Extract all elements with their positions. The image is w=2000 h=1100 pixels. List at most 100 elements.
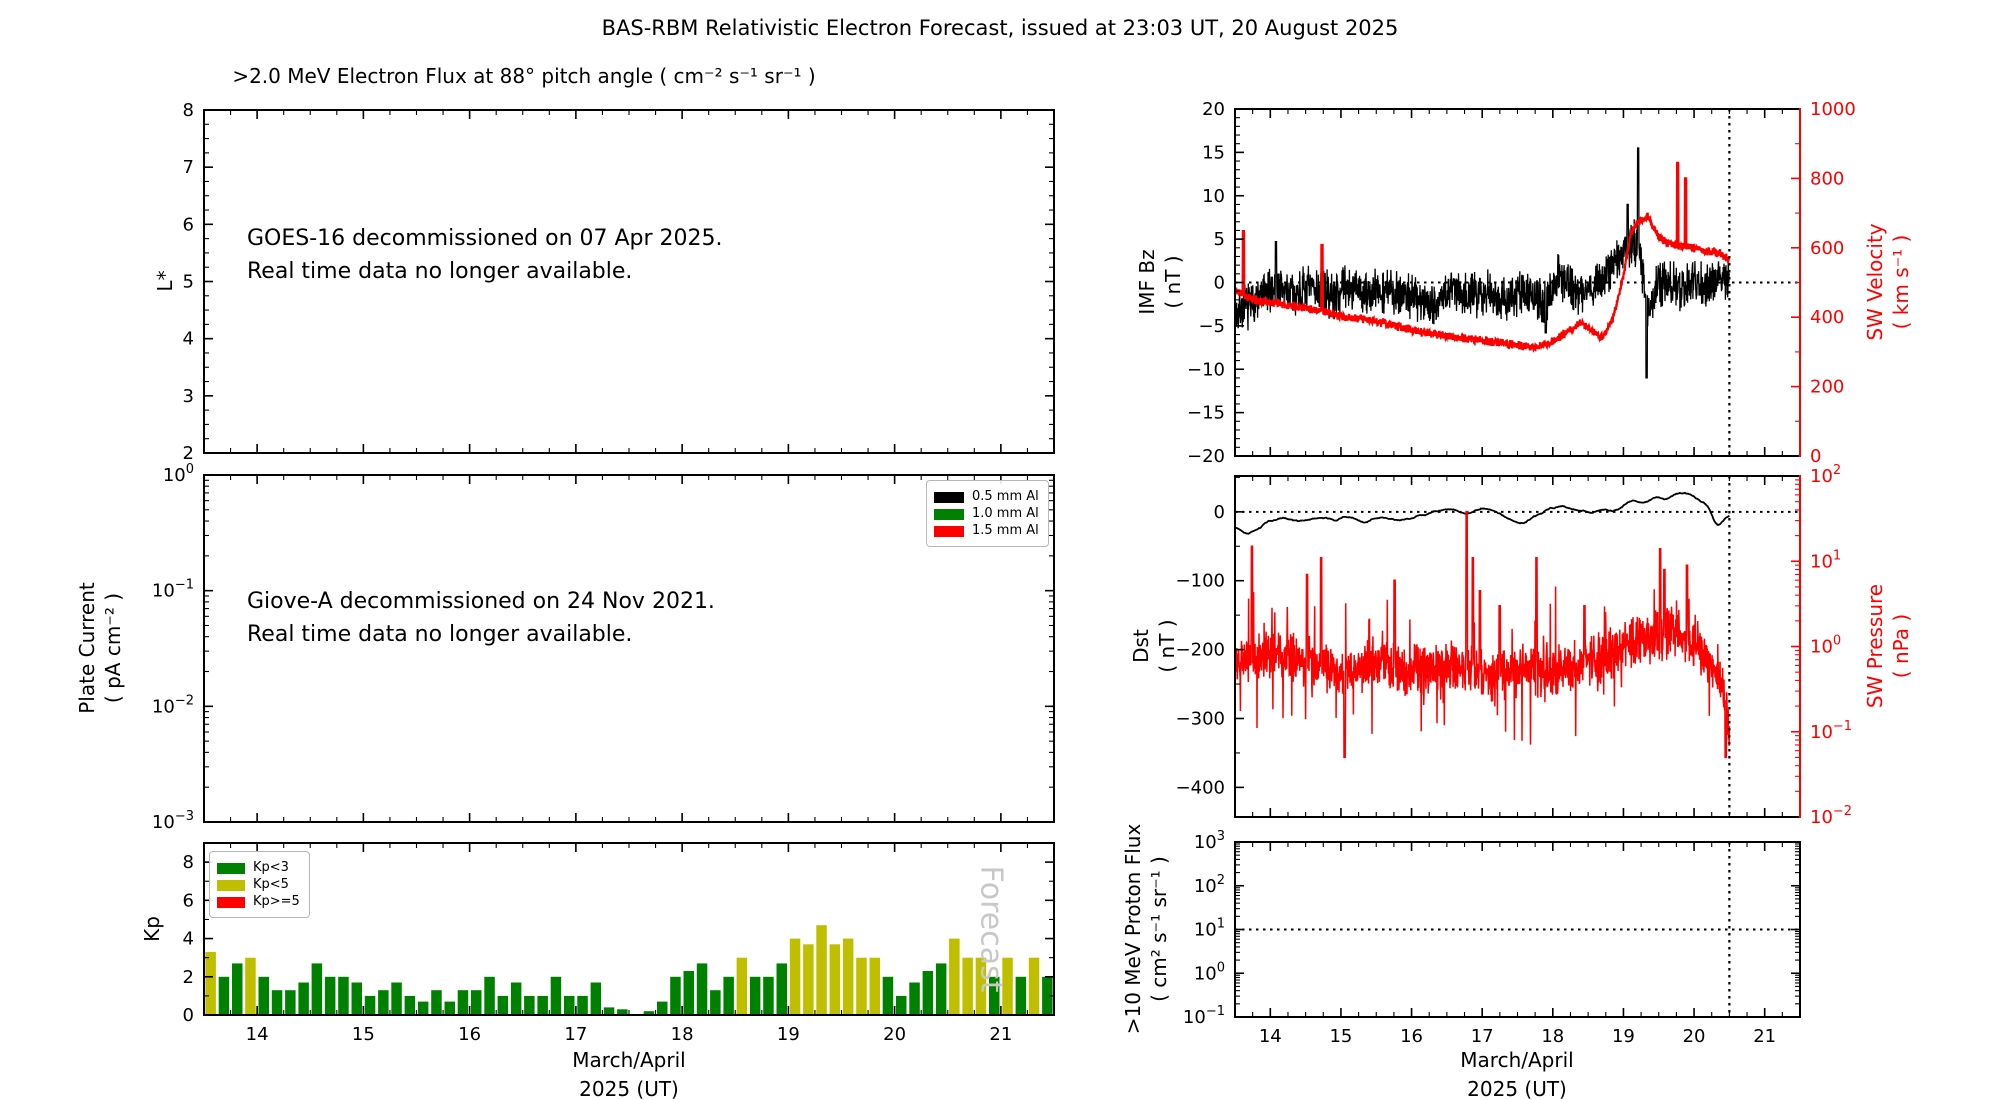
kp-legend: Kp<3 Kp<5 Kp>=5 — [209, 851, 310, 918]
legend-label: Kp<5 — [253, 877, 289, 892]
svg-text:19: 19 — [1612, 1026, 1635, 1047]
svg-text:800: 800 — [1810, 168, 1844, 189]
kp-bar — [696, 963, 708, 1015]
kp-bar — [364, 995, 376, 1015]
svg-text:−200: −200 — [1176, 640, 1225, 661]
svg-text:3: 3 — [183, 386, 194, 407]
kp-bar — [378, 990, 389, 1015]
svg-text:0: 0 — [1214, 502, 1225, 523]
panel-kp-plot-area — [205, 925, 1053, 1015]
svg-text:10−3: 10−3 — [152, 809, 194, 833]
svg-text:10−1: 10−1 — [1810, 719, 1852, 743]
legend-swatch-yellow — [217, 879, 245, 891]
svg-text:16: 16 — [458, 1024, 481, 1045]
legend-label: Kp>=5 — [253, 894, 300, 909]
svg-text:20: 20 — [1683, 1026, 1706, 1047]
svg-text:100: 100 — [1194, 960, 1225, 984]
svg-text:1000: 1000 — [1810, 99, 1856, 120]
legend-item: 0.5 mm Al — [934, 490, 1039, 504]
kp-bar — [789, 938, 801, 1015]
kp-bar — [657, 1001, 668, 1015]
svg-text:7: 7 — [183, 157, 194, 178]
kp-bar — [577, 995, 588, 1015]
legend-label: 1.0 mm Al — [972, 506, 1039, 521]
kp-bar — [457, 990, 469, 1015]
svg-text:103: 103 — [1194, 829, 1225, 853]
kp-bar — [803, 944, 814, 1015]
kp-bar — [603, 1007, 615, 1015]
kp-bar — [749, 976, 761, 1015]
figure-title: BAS-RBM Relativistic Electron Forecast, … — [601, 16, 1399, 40]
svg-text:2: 2 — [183, 967, 194, 988]
kp-bar — [736, 957, 748, 1015]
kp-bar — [856, 957, 867, 1015]
kp-bar — [1042, 976, 1053, 1015]
legend-label: Kp<3 — [253, 860, 289, 875]
kp-bar — [922, 971, 934, 1015]
svg-text:101: 101 — [1810, 548, 1841, 572]
kp-bar — [776, 963, 787, 1015]
svg-text:600: 600 — [1810, 238, 1844, 259]
kp-bar — [351, 982, 362, 1015]
kp-bar — [298, 982, 309, 1015]
legend-swatch-green — [934, 508, 964, 520]
kp-bar — [245, 957, 256, 1015]
sw-velocity-axis-label: SW Velocity ( km s⁻¹ ) — [1863, 223, 1913, 341]
kp-bar — [590, 982, 602, 1015]
goes16-annotation: GOES-16 decommissioned on 07 Apr 2025. R… — [247, 226, 723, 284]
svg-text:10−2: 10−2 — [1810, 804, 1852, 828]
panel-plate: 100 10−1 10−2 10−3 — [152, 462, 1055, 833]
legend-item: 1.5 mm Al — [934, 524, 1039, 538]
kp-bar — [471, 990, 482, 1015]
svg-text:17: 17 — [564, 1024, 587, 1045]
svg-text:6: 6 — [183, 214, 194, 235]
legend-label: 0.5 mm Al — [972, 489, 1039, 504]
svg-text:5: 5 — [183, 272, 194, 293]
kp-axis-label: Kp — [140, 916, 164, 942]
kp-bar — [989, 976, 1000, 1015]
svg-text:4: 4 — [183, 929, 194, 950]
kp-bar — [497, 995, 509, 1015]
legend-item: Kp<5 — [217, 878, 300, 892]
kp-bar — [550, 976, 562, 1015]
svg-text:21: 21 — [989, 1024, 1012, 1045]
kp-bar — [564, 995, 575, 1015]
plate-current-legend: 0.5 mm Al 1.0 mm Al 1.5 mm Al — [926, 480, 1049, 547]
electron-flux-panel-title: >2.0 MeV Electron Flux at 88° pitch angl… — [232, 64, 816, 88]
svg-text:10: 10 — [1202, 186, 1225, 207]
kp-bar — [404, 995, 416, 1015]
kp-bar — [829, 944, 841, 1015]
kp-bar — [1028, 957, 1040, 1015]
kp-bar — [935, 963, 947, 1015]
legend-swatch-green — [217, 862, 245, 874]
legend-label: 1.5 mm Al — [972, 523, 1039, 538]
svg-text:18: 18 — [1541, 1026, 1564, 1047]
svg-text:−300: −300 — [1176, 708, 1225, 729]
svg-text:0: 0 — [183, 1005, 194, 1026]
kp-bar — [524, 995, 535, 1015]
kp-bar — [882, 976, 894, 1015]
svg-text:−400: −400 — [1176, 777, 1225, 798]
svg-text:100: 100 — [163, 462, 194, 486]
svg-text:15: 15 — [1329, 1026, 1352, 1047]
panel-proton: 14 15 16 17 18 19 20 21 103 102 101 100 10−1 — [1183, 829, 1801, 1047]
kp-bar — [763, 976, 774, 1015]
lstar-axis-label: L* — [153, 270, 177, 292]
kp-bar — [909, 982, 920, 1015]
svg-text:15: 15 — [352, 1024, 375, 1045]
svg-text:400: 400 — [1810, 307, 1844, 328]
svg-text:14: 14 — [246, 1024, 269, 1045]
kp-bar — [510, 982, 522, 1015]
kp-bar — [896, 995, 907, 1015]
svg-text:101: 101 — [1194, 917, 1225, 941]
kp-bar — [232, 963, 243, 1015]
kp-bar — [842, 938, 854, 1015]
kp-bar — [670, 976, 681, 1015]
svg-text:5: 5 — [1214, 229, 1225, 250]
svg-text:10−1: 10−1 — [152, 578, 194, 602]
kp-bar — [444, 1001, 455, 1015]
svg-text:6: 6 — [183, 890, 194, 911]
svg-text:102: 102 — [1810, 463, 1841, 487]
